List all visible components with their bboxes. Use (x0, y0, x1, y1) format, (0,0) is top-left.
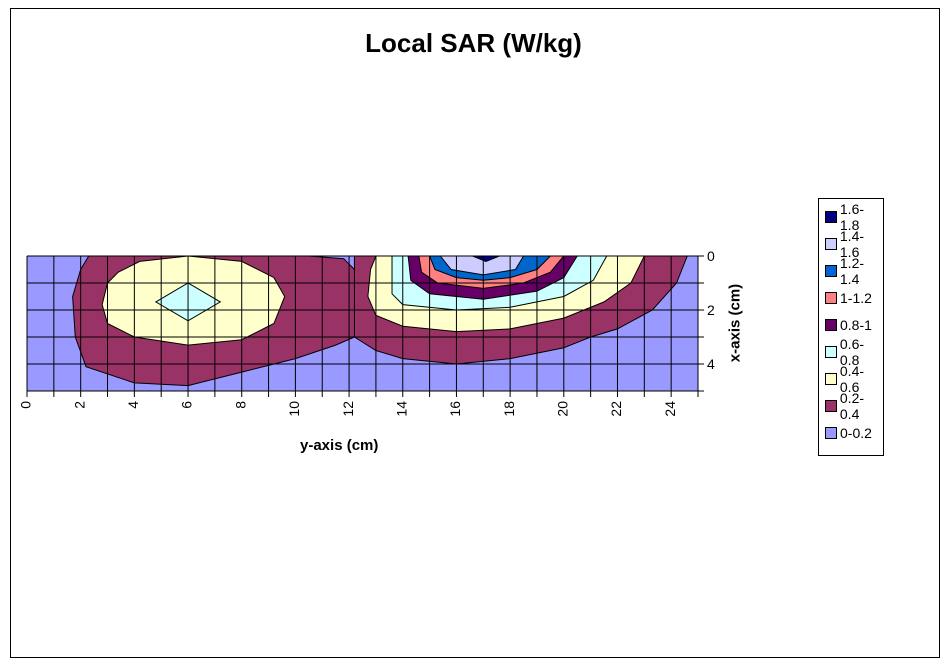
legend: 1.6-1.8 1.4-1.6 1.2-1.4 1-1.2 0.8-1 0.6-0.8 0.… (818, 198, 884, 456)
legend-label: 0.6-0.8 (839, 336, 865, 368)
legend-swatch (825, 319, 837, 331)
y-tick-label: 0 (707, 248, 715, 264)
y-axis-label: x-axis (cm) (726, 283, 744, 363)
legend-item: 1.6-1.8 (825, 201, 883, 233)
x-tick-label: 6 (179, 401, 195, 409)
legend-swatch (825, 292, 837, 304)
x-tick-label: 2 (71, 401, 87, 409)
legend-label: 1.6-1.8 (839, 201, 865, 233)
x-tick-label: 10 (286, 401, 302, 417)
x-tick-label: 16 (447, 401, 463, 417)
x-tick-label: 24 (662, 401, 678, 417)
x-tick-label: 14 (393, 401, 409, 417)
x-tick-label: 22 (608, 401, 624, 417)
legend-label: 0.2-0.4 (839, 390, 865, 422)
x-tick-label: 12 (340, 401, 356, 417)
legend-item: 0-0.2 (825, 423, 872, 443)
legend-item: 0.2-0.4 (825, 390, 883, 422)
x-tick-label: 18 (501, 401, 517, 417)
legend-item: 0.8-1 (825, 315, 872, 335)
legend-label: 0-0.2 (840, 425, 872, 441)
legend-item: 1.2-1.4 (825, 255, 883, 287)
legend-item: 1.4-1.6 (825, 228, 883, 260)
legend-swatch (825, 346, 837, 358)
legend-swatch (825, 211, 837, 223)
x-axis-label: y-axis (cm) (300, 437, 379, 454)
legend-label: 1-1.2 (840, 290, 872, 306)
x-tick-label: 8 (232, 401, 248, 409)
legend-label: 0.8-1 (840, 317, 872, 333)
legend-swatch (825, 373, 837, 385)
legend-label: 1.2-1.4 (839, 255, 865, 287)
legend-item: 0.4-0.6 (825, 363, 883, 395)
legend-swatch (825, 427, 837, 439)
legend-swatch (825, 238, 837, 250)
legend-swatch (825, 400, 837, 412)
y-tick-label: 4 (707, 356, 715, 372)
legend-item: 1-1.2 (825, 288, 872, 308)
chart-title: Local SAR (W/kg) (365, 28, 582, 58)
legend-label: 0.4-0.6 (839, 363, 865, 395)
y-tick-label: 2 (707, 302, 715, 318)
legend-label: 1.4-1.6 (839, 228, 865, 260)
x-tick-label: 20 (555, 401, 571, 417)
x-tick-label: 4 (125, 401, 141, 409)
legend-item: 0.6-0.8 (825, 336, 883, 368)
x-tick-label: 0 (18, 401, 34, 409)
legend-swatch (825, 265, 837, 277)
